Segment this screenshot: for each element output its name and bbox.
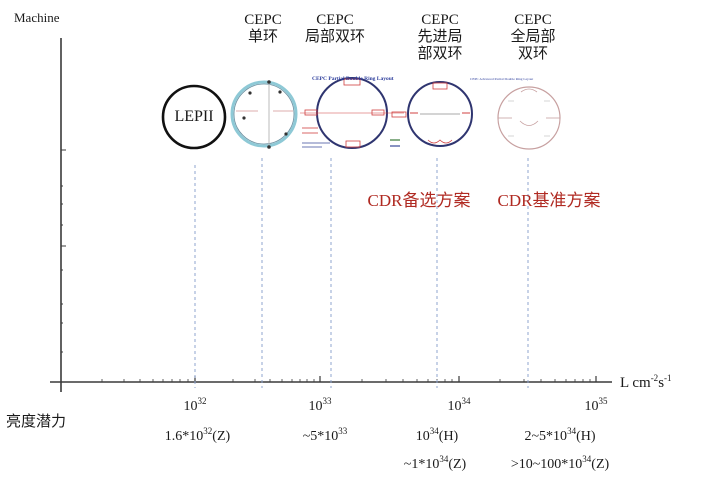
tick-base: 10 <box>308 399 323 414</box>
tick-exp: 33 <box>322 396 332 406</box>
machine-title-full-double: CEPC 全局部 双环 <box>503 12 563 63</box>
machine-title-line: 全局部 <box>510 29 556 45</box>
x-tick-label: 1032 <box>170 396 220 415</box>
luminosity-value: 1034(H) <box>392 426 482 445</box>
luminosity-value: 1.6*1032(Z) <box>140 426 255 445</box>
machine-title-line: 双环 <box>517 46 548 62</box>
luminosity-value: 2~5*1034(H) <box>495 426 625 445</box>
value-text: 2~5*10 <box>524 429 568 444</box>
value-text: (Z) <box>448 457 467 472</box>
x-axis-unit-text: L cm <box>620 375 651 391</box>
value-text: >10~100*10 <box>510 457 583 472</box>
value-text: 10 <box>415 429 430 444</box>
machine-title-line: 部双环 <box>417 46 463 62</box>
x-axis-unit-exp: -2 <box>650 373 659 383</box>
cdr-baseline-label: CDR基准方案 <box>497 191 601 210</box>
value-text: (Z) <box>591 457 610 472</box>
value-text: (H) <box>438 429 459 444</box>
machine-title-line: 局部双环 <box>304 29 365 45</box>
value-exp: 33 <box>338 426 348 436</box>
x-tick-label: 1034 <box>434 396 484 415</box>
luminosity-value: ~5*1033 <box>285 426 365 445</box>
cepc-partial-double-ring-figure <box>300 77 407 149</box>
tick-exp: 32 <box>197 396 207 406</box>
machine-title-line: CEPC <box>316 12 354 28</box>
machine-title-line: CEPC <box>244 12 282 28</box>
value-exp: 32 <box>203 426 213 436</box>
x-axis-unit-label: L cm-2s-1 <box>620 373 709 392</box>
cepc-advanced-double-ring-figure <box>407 81 473 147</box>
value-text: (Z) <box>212 429 231 444</box>
luminosity-potential-label: 亮度潜力 <box>6 414 67 430</box>
cepc-single-ring-figure <box>230 80 298 149</box>
advanced-ring-caption: CEPC Advanced Partial Double Ring Layout <box>470 77 533 81</box>
tick-base: 10 <box>447 399 462 414</box>
value-text: ~1*10 <box>403 457 440 472</box>
tick-base: 10 <box>183 399 198 414</box>
x-axis-minor-ticks <box>101 379 591 382</box>
x-tick-label: 1035 <box>571 396 621 415</box>
x-tick-label: 1033 <box>295 396 345 415</box>
lepii-label: LEPII <box>174 108 214 125</box>
value-exp: 34 <box>439 454 449 464</box>
luminosity-value: ~1*1034(Z) <box>380 454 490 473</box>
tick-exp: 34 <box>461 396 471 406</box>
machine-title-line: 单环 <box>247 29 278 45</box>
tick-exp: 35 <box>598 396 608 406</box>
value-text: 1.6*10 <box>164 429 204 444</box>
cepc-full-double-ring-figure <box>497 86 561 150</box>
y-axis-ticks <box>61 149 66 353</box>
value-text: (H) <box>576 429 596 444</box>
value-exp: 34 <box>429 426 439 436</box>
machine-title-line: CEPC <box>514 12 552 28</box>
cdr-alternative-label: CDR备选方案 <box>367 191 471 210</box>
value-exp: 34 <box>567 426 577 436</box>
x-axis-unit-text: s <box>658 375 665 391</box>
dashed-guides <box>194 158 529 388</box>
machine-title-line: CEPC <box>421 12 459 28</box>
x-axis-unit-exp: -1 <box>664 373 672 383</box>
luminosity-value: >10~100*1034(Z) <box>490 454 630 473</box>
machine-title-line: 先进局 <box>417 29 463 45</box>
tick-base: 10 <box>584 399 599 414</box>
y-axis-title: Machine <box>14 10 60 25</box>
value-exp: 34 <box>582 454 592 464</box>
machine-title-partial-double: CEPC 局部双环 <box>300 12 370 46</box>
partial-double-ring-caption: CEPC Partial Double Ring Layout <box>312 76 394 82</box>
machine-title-advanced-double: CEPC 先进局 部双环 <box>408 12 472 63</box>
machine-title-single-ring: CEPC 单环 <box>234 12 292 46</box>
value-text: ~5*10 <box>302 429 339 444</box>
lepii-ring-icon <box>161 84 227 150</box>
